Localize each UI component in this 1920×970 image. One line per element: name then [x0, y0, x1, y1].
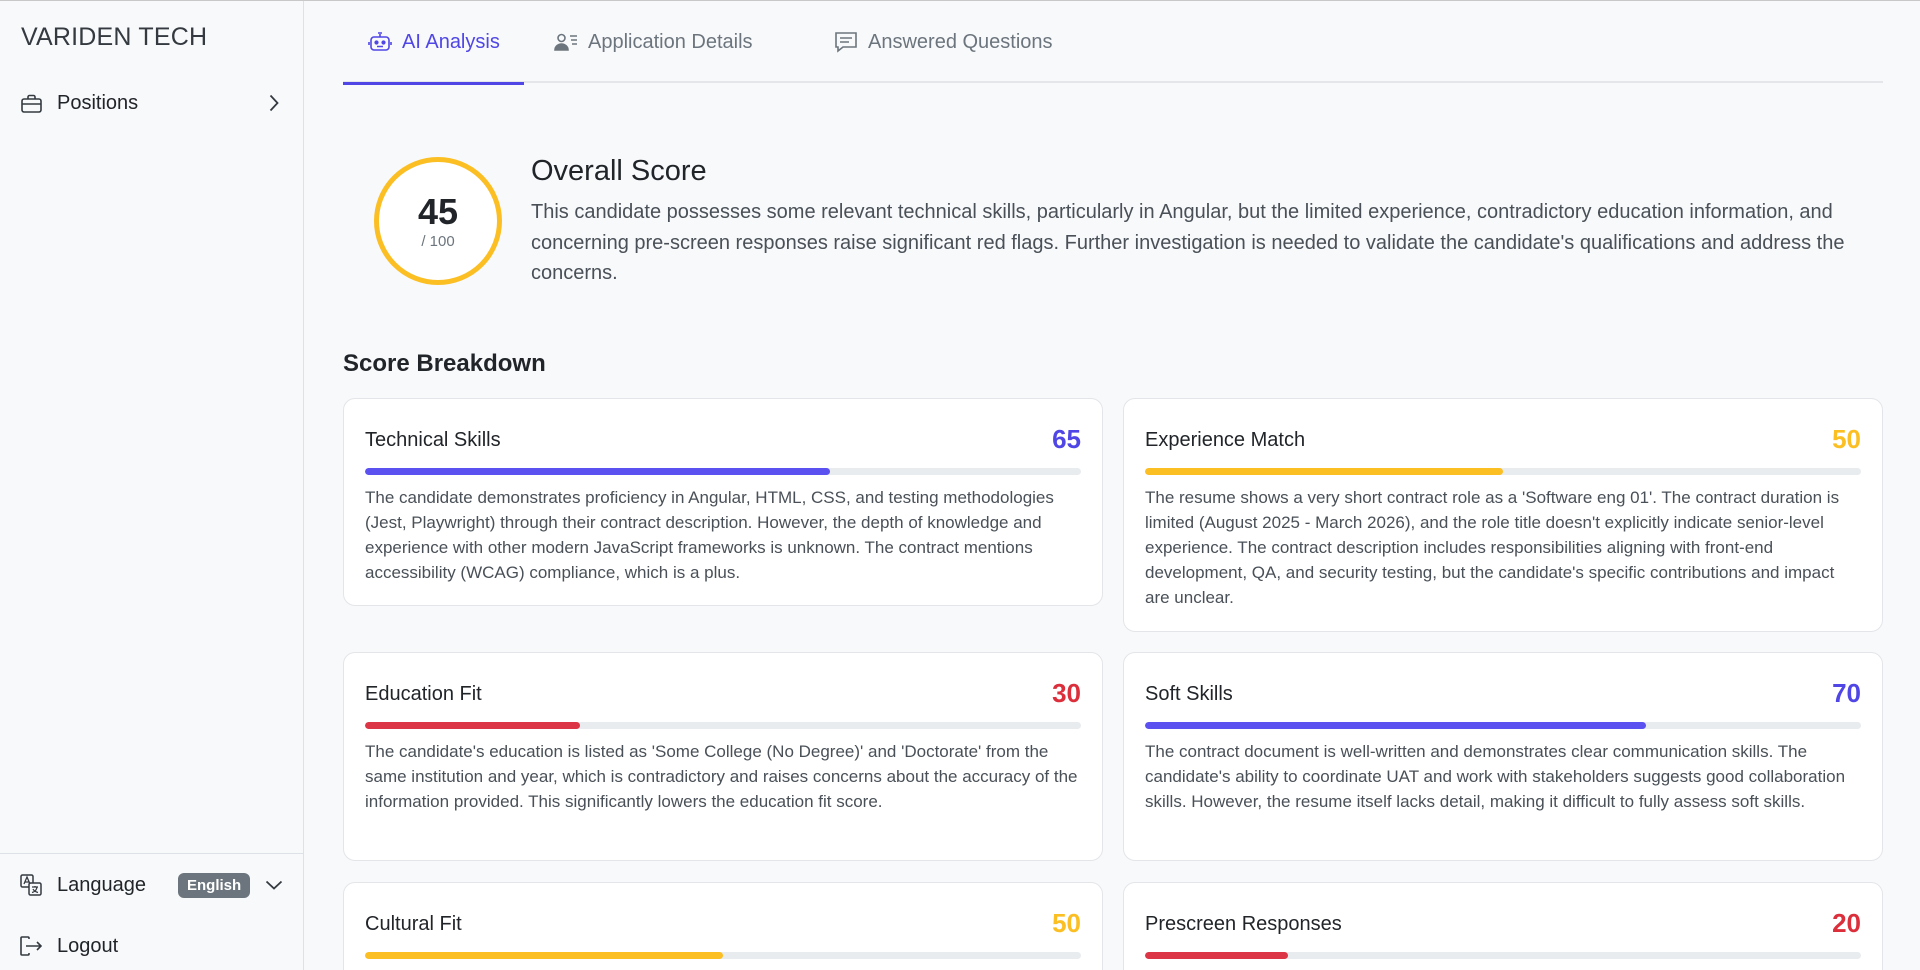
- score-card-value: 70: [1832, 678, 1861, 708]
- robot-icon: [367, 29, 393, 55]
- score-progress-bar: [365, 952, 1081, 959]
- translate-icon: [20, 874, 42, 896]
- sidebar: VARIDEN TECH Positions Language English: [0, 1, 304, 970]
- tab-application-details[interactable]: Application Details: [529, 1, 777, 83]
- score-progress-bar: [365, 468, 1081, 475]
- score-progress-fill: [365, 952, 723, 959]
- score-progress-fill: [365, 468, 831, 475]
- logout-label: Logout: [57, 934, 119, 957]
- score-breakdown-heading: Score Breakdown: [343, 350, 546, 377]
- score-card-title: Technical Skills: [365, 429, 501, 451]
- score-card-prescreen-responses: Prescreen Responses 20: [1123, 882, 1883, 970]
- tab-label: Answered Questions: [868, 30, 1053, 53]
- brand-logo-text: VARIDEN TECH: [21, 23, 208, 51]
- score-card-title: Prescreen Responses: [1145, 913, 1342, 935]
- score-card-education-fit: Education Fit 30 The candidate's education…: [343, 652, 1103, 861]
- tab-ai-analysis[interactable]: AI Analysis: [343, 1, 524, 85]
- score-card-description: The contract document is well-written an…: [1145, 742, 1846, 811]
- score-card-value: 65: [1052, 424, 1081, 454]
- score-progress-bar: [1145, 468, 1861, 475]
- score-card-cultural-fit: Cultural Fit 50: [343, 882, 1103, 970]
- language-selector[interactable]: Language English: [20, 865, 284, 905]
- sidebar-footer: Language English Logout: [0, 853, 303, 957]
- logout-button[interactable]: Logout: [20, 926, 284, 966]
- score-progress-bar: [1145, 952, 1861, 959]
- tab-answered-questions[interactable]: Answered Questions: [809, 1, 1077, 83]
- score-progress-fill: [1145, 952, 1289, 959]
- score-card-title: Experience Match: [1145, 429, 1306, 451]
- score-card-description: The candidate demonstrates proficiency i…: [365, 488, 1054, 582]
- overall-score-value: 45: [417, 190, 459, 232]
- overall-score-max: / 100: [421, 232, 455, 250]
- score-progress-fill: [1145, 468, 1503, 475]
- sidebar-item-positions[interactable]: Positions: [20, 83, 284, 123]
- score-card-technical-skills: Technical Skills 65 The candidate demonstr…: [343, 398, 1103, 606]
- score-card-description: The resume shows a very short contract r…: [1145, 488, 1840, 607]
- score-card-title: Cultural Fit: [365, 913, 462, 935]
- score-progress-bar: [365, 722, 1081, 729]
- chat-text-icon: [833, 29, 859, 55]
- chevron-down-icon: [264, 875, 284, 895]
- language-badge: English: [177, 872, 251, 898]
- score-card-description: The candidate's education is listed as '…: [365, 742, 1078, 811]
- score-card-value: 50: [1832, 424, 1861, 454]
- overall-score-title: Overall Score: [531, 155, 707, 187]
- score-card-title: Education Fit: [365, 683, 482, 705]
- overall-score-summary: This candidate possesses some relevant t…: [531, 201, 1845, 284]
- language-label: Language: [57, 873, 146, 896]
- score-progress-fill: [365, 722, 580, 729]
- score-card-title: Soft Skills: [1145, 683, 1233, 705]
- overall-score-ring: 45 / 100: [374, 157, 502, 285]
- score-progress-bar: [1145, 722, 1861, 729]
- score-progress-fill: [1145, 722, 1647, 729]
- score-card-value: 50: [1052, 908, 1081, 938]
- tab-label: Application Details: [588, 30, 753, 53]
- chevron-right-icon: [264, 93, 284, 113]
- score-card-value: 20: [1832, 908, 1861, 938]
- tab-bar: AI Analysis Application Details Answered…: [343, 1, 1883, 85]
- person-lines-icon: [553, 29, 579, 55]
- score-card-soft-skills: Soft Skills 70 The contract document is we…: [1123, 652, 1883, 861]
- score-card-experience-match: Experience Match 50 The resume shows a ver…: [1123, 398, 1883, 632]
- logout-icon: [20, 935, 42, 957]
- sidebar-item-label: Positions: [57, 91, 139, 114]
- briefcase-icon: [20, 92, 42, 114]
- tab-label: AI Analysis: [402, 30, 500, 53]
- score-card-value: 30: [1052, 678, 1081, 708]
